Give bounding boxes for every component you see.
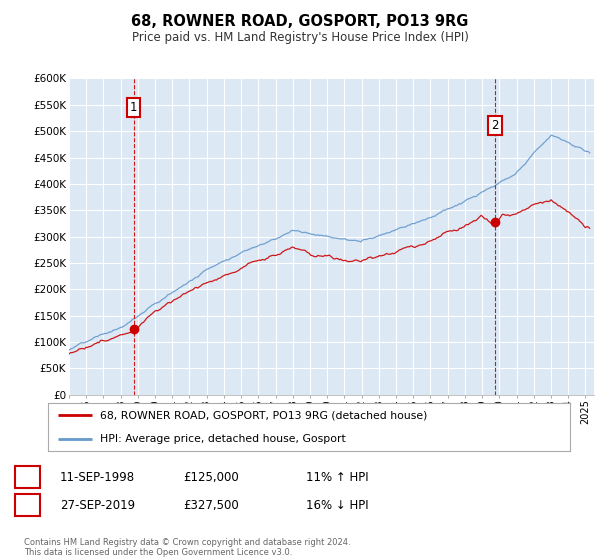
Text: 68, ROWNER ROAD, GOSPORT, PO13 9RG (detached house): 68, ROWNER ROAD, GOSPORT, PO13 9RG (deta… <box>100 410 428 420</box>
Text: 16% ↓ HPI: 16% ↓ HPI <box>306 498 368 512</box>
Text: 1: 1 <box>130 101 137 114</box>
Text: HPI: Average price, detached house, Gosport: HPI: Average price, detached house, Gosp… <box>100 434 346 444</box>
Text: 11-SEP-1998: 11-SEP-1998 <box>60 470 135 484</box>
Text: £125,000: £125,000 <box>183 470 239 484</box>
Text: Contains HM Land Registry data © Crown copyright and database right 2024.
This d: Contains HM Land Registry data © Crown c… <box>24 538 350 557</box>
Text: 2: 2 <box>491 119 499 132</box>
Text: 27-SEP-2019: 27-SEP-2019 <box>60 498 135 512</box>
Text: Price paid vs. HM Land Registry's House Price Index (HPI): Price paid vs. HM Land Registry's House … <box>131 31 469 44</box>
Text: 11% ↑ HPI: 11% ↑ HPI <box>306 470 368 484</box>
Text: 1: 1 <box>24 470 31 484</box>
Text: 2: 2 <box>24 498 31 512</box>
Text: 68, ROWNER ROAD, GOSPORT, PO13 9RG: 68, ROWNER ROAD, GOSPORT, PO13 9RG <box>131 14 469 29</box>
Text: £327,500: £327,500 <box>183 498 239 512</box>
